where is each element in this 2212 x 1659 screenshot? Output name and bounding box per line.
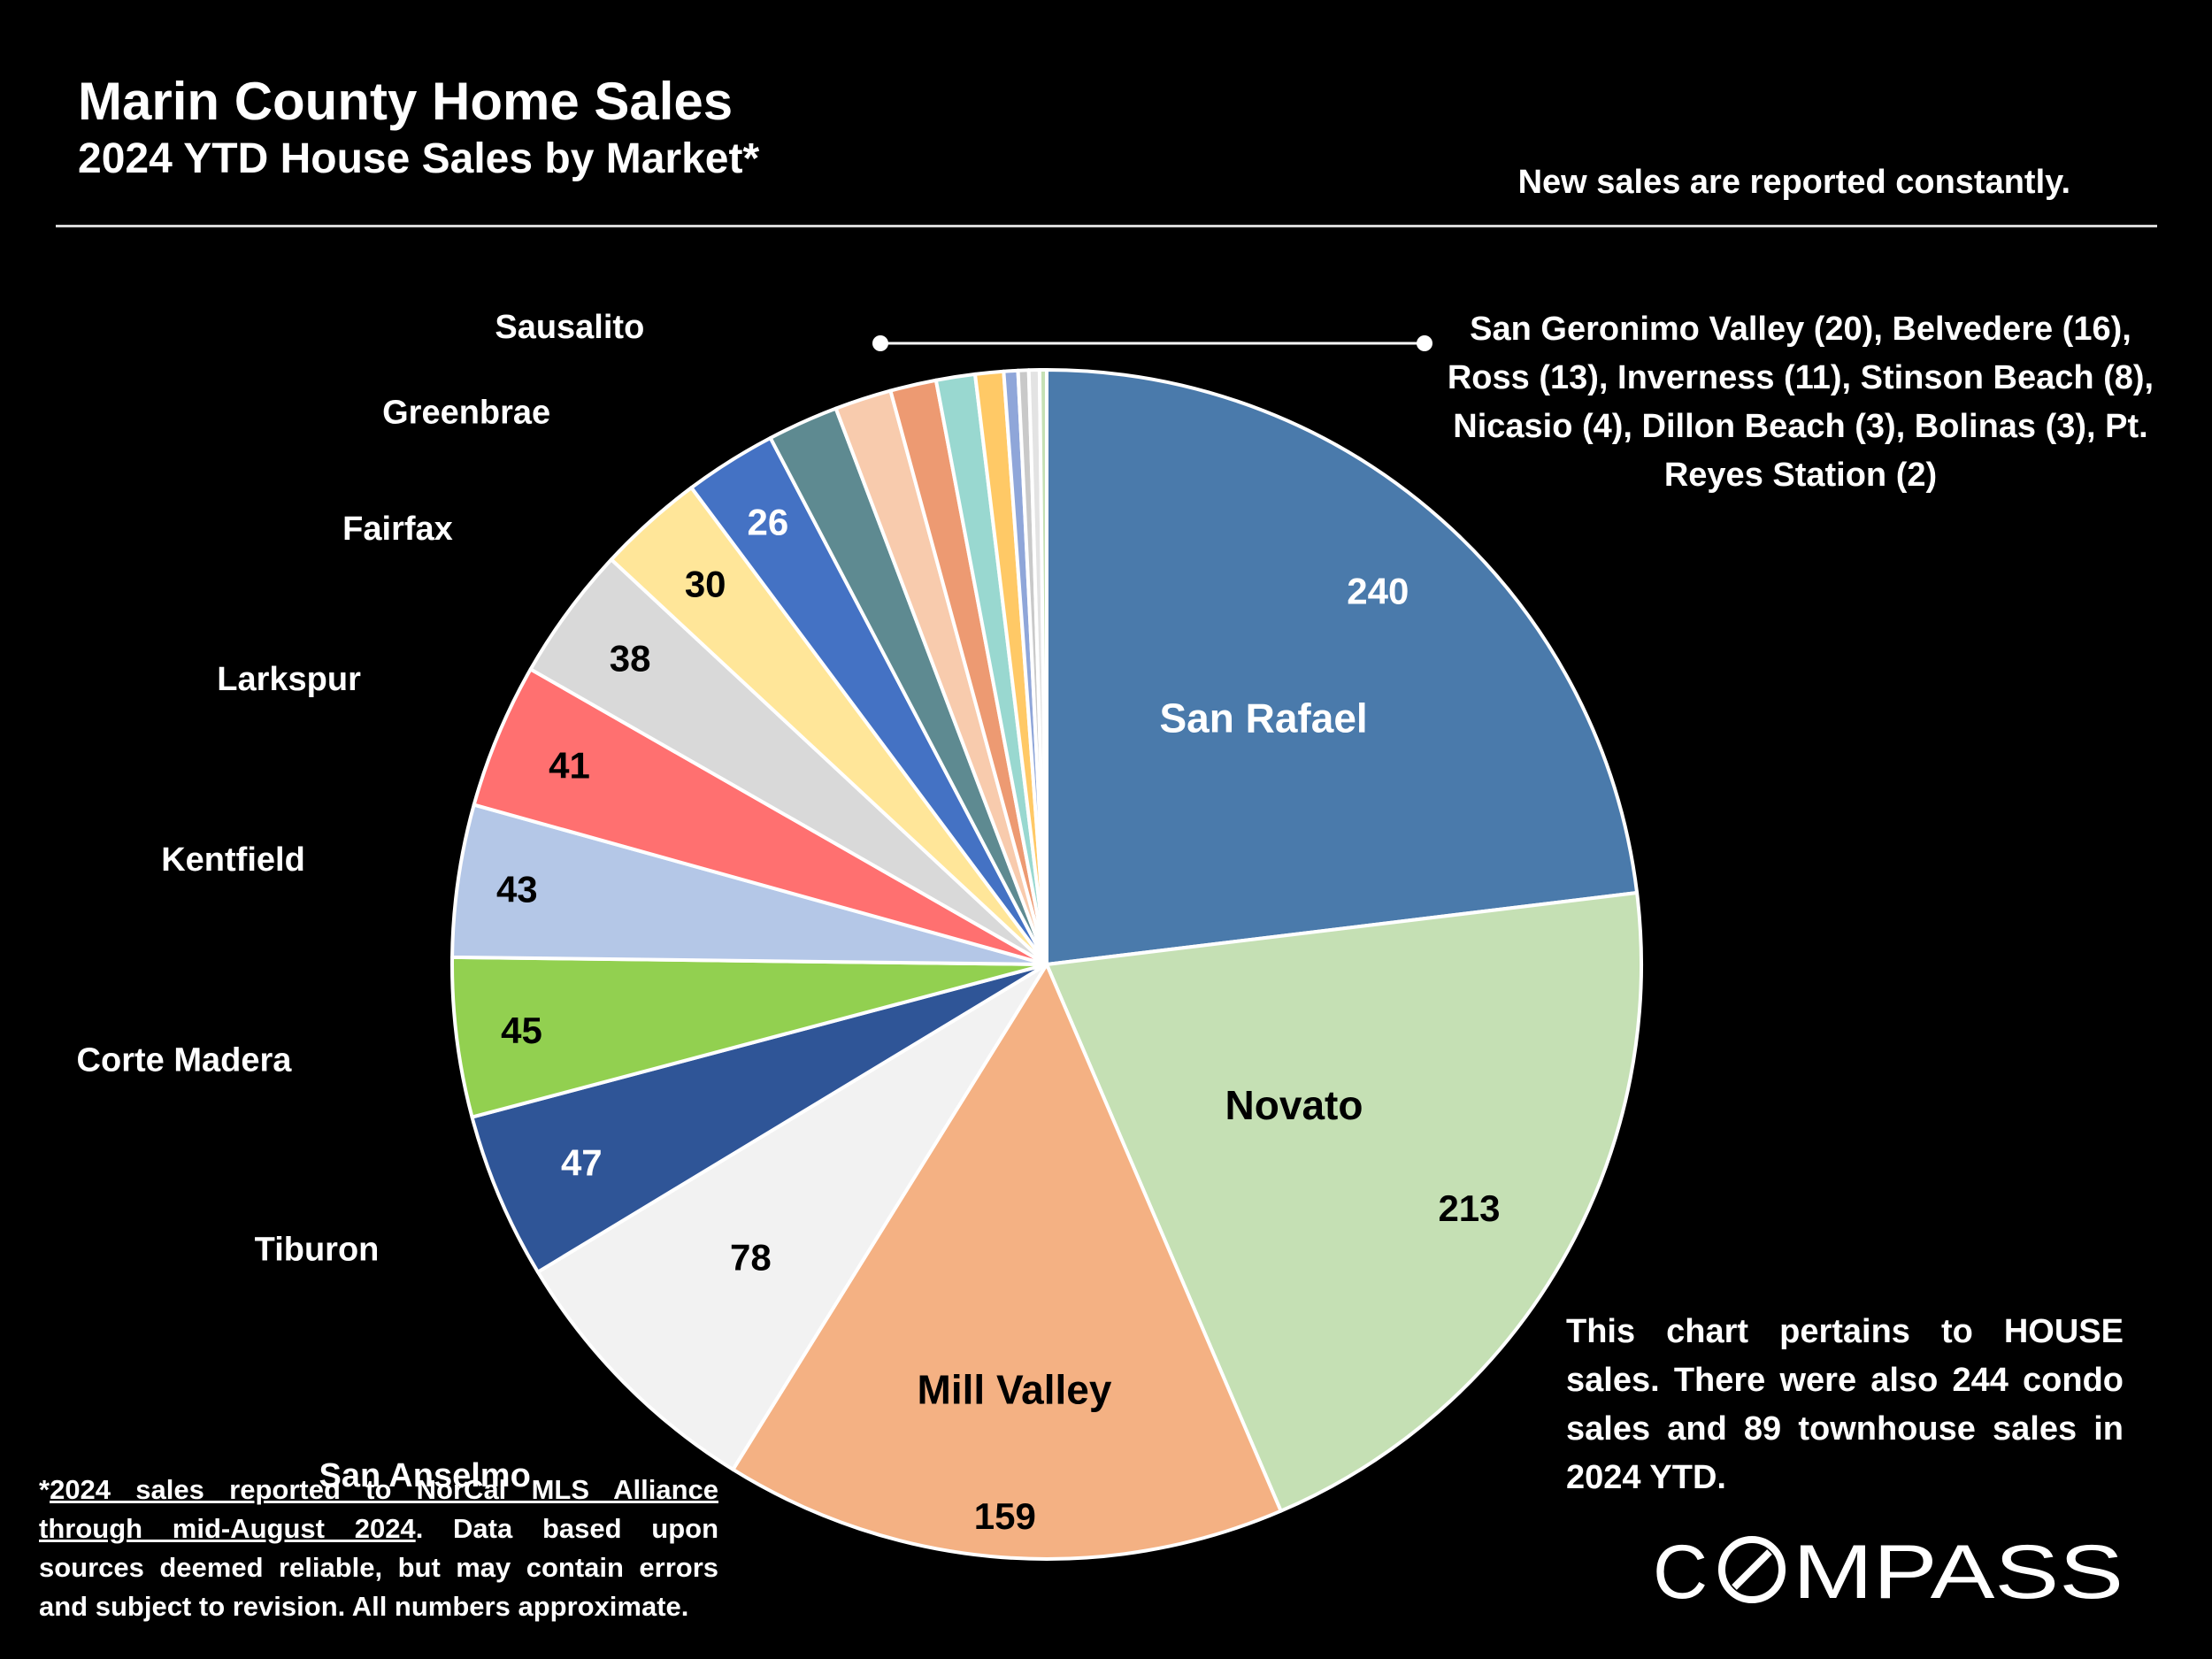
pie-slice-corte-madera: [450, 955, 1048, 1119]
pie-labels: 240 San Rafael 213 Novato 159 Mill Valley 78 Sa…: [77, 309, 1501, 1537]
footnote-source: 2024 sales reported to NorCal MLS Allian…: [39, 1474, 718, 1544]
pie-value-novato: 213: [1438, 1187, 1500, 1229]
footnote: *2024 sales reported to NorCal MLS Allia…: [39, 1474, 719, 1622]
pie-label-mill-valley: Mill Valley: [918, 1367, 1112, 1413]
pie-label-corte-madera: Corte Madera: [77, 1041, 293, 1079]
small-markets-callout-line: [872, 335, 1432, 351]
small-markets-callout-text: San Geronimo Valley (20), Belvedere (16)…: [1447, 311, 2154, 494]
pie-label-tiburon: Tiburon: [255, 1232, 380, 1269]
logo-letters-mpass: MPASS: [1793, 1530, 2124, 1609]
sales-reporting-note: New sales are reported constantly.: [1517, 164, 2070, 201]
pie-slice-tiburon: [470, 963, 1048, 1274]
pie-label-san-rafael: San Rafael: [1159, 695, 1367, 741]
house-sales-note: This chart pertains to HOUSE sales. Ther…: [1566, 1313, 2124, 1496]
compass-logo: C MPASS: [1653, 1529, 2124, 1615]
pie-label-kentfield: Kentfield: [161, 841, 305, 879]
pie-slice-novato: [1045, 891, 1643, 1513]
pie-value-greenbrae: 30: [685, 564, 726, 605]
pie-value-larkspur: 41: [549, 745, 590, 787]
pie-label-sausalito: Sausalito: [495, 309, 644, 346]
pie-value-tiburon: 47: [561, 1141, 603, 1183]
page-title: Marin County Home Sales: [78, 72, 733, 131]
compass-o-slash-icon: [1718, 1536, 1786, 1603]
pie-value-corte-madera: 45: [501, 1010, 542, 1051]
pie-label-greenbrae: Greenbrae: [382, 395, 550, 432]
pie-slice-mill-valley: [731, 963, 1283, 1561]
pie-value-sausalito: 26: [748, 502, 789, 543]
chart-subtitle: 2024 YTD House Sales by Market*: [78, 135, 760, 182]
pie-label-larkspur: Larkspur: [217, 661, 361, 698]
pie-value-kentfield: 43: [496, 868, 538, 910]
pie-slice-san-rafael: [1045, 368, 1640, 966]
logo-letter-c: C: [1653, 1530, 1708, 1609]
pie-slice-pt-reyes-station: [1037, 368, 1048, 966]
pie-label-san-anselmo: San Anselmo: [319, 1457, 530, 1494]
pie-value-mill-valley: 159: [974, 1495, 1036, 1537]
pie-label-novato: Novato: [1225, 1082, 1363, 1128]
header-divider: [56, 225, 2157, 227]
pie-value-san-rafael: 240: [1347, 571, 1409, 612]
pie-value-fairfax: 38: [610, 638, 651, 680]
pie-slices: [450, 368, 1643, 1561]
pie-value-san-anselmo: 78: [730, 1237, 772, 1279]
footnote-disclaimer: . Data based upon sources deemed reliabl…: [39, 1513, 719, 1622]
pie-label-fairfax: Fairfax: [342, 511, 453, 548]
pie-slice-san-anselmo: [535, 963, 1048, 1471]
